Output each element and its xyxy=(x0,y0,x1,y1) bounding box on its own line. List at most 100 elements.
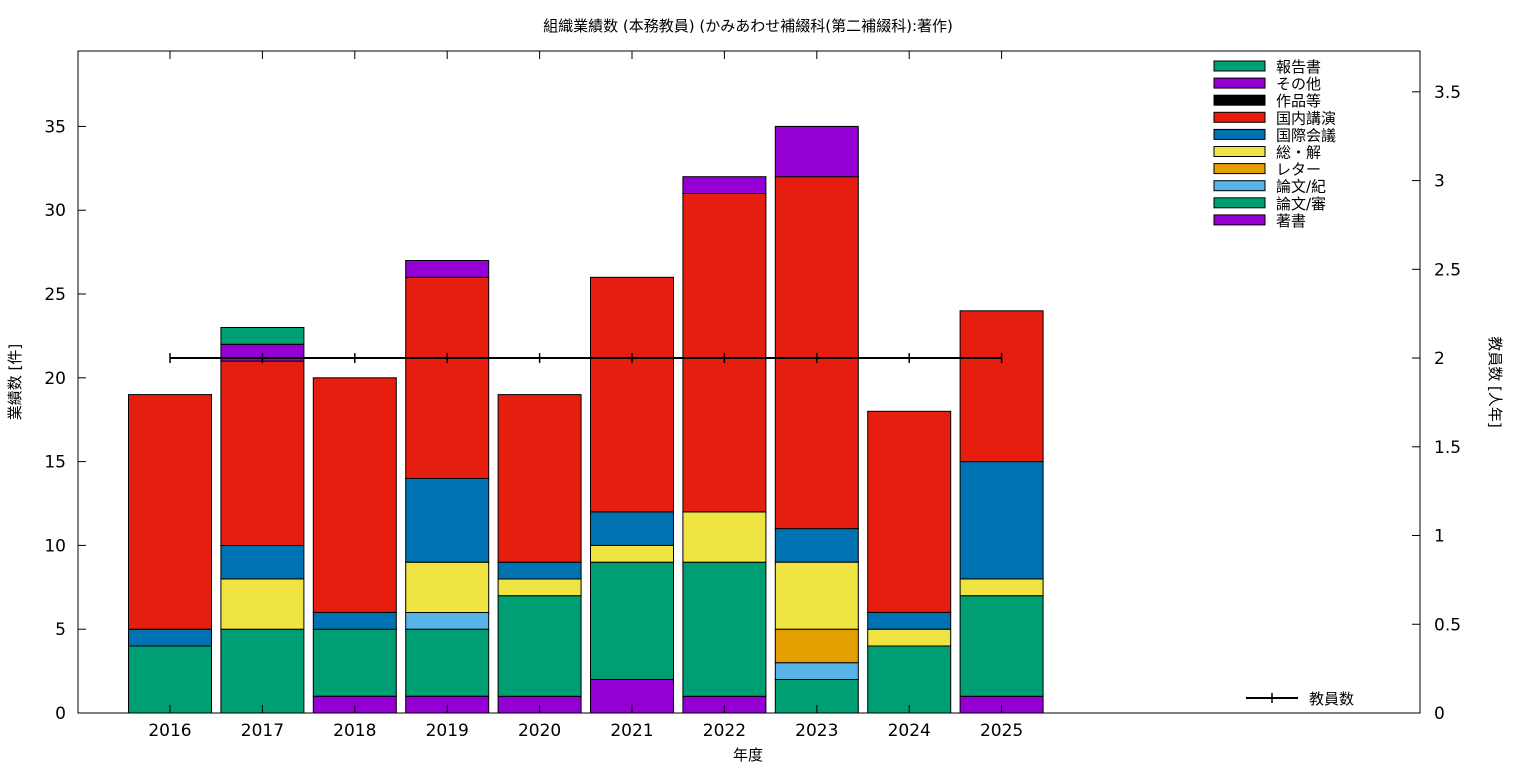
x-tick-label-2022: 2022 xyxy=(703,721,746,741)
y2-tick-label-0: 0 xyxy=(1434,704,1445,724)
bar-segment-2024-1 xyxy=(867,645,952,714)
bar-segment-2021-4 xyxy=(590,544,674,563)
x-tick-label-2021: 2021 xyxy=(610,721,653,741)
bar-segment-2022-6 xyxy=(682,193,767,513)
y2-tick-label-2.5: 2.5 xyxy=(1434,260,1461,280)
bar-segment-2018-5 xyxy=(312,611,397,630)
y2-tick-label-1.5: 1.5 xyxy=(1434,438,1461,458)
bar-segment-2019-4 xyxy=(405,561,490,614)
legend-swatch-3 xyxy=(1213,111,1266,123)
y2-tick-label-0.5: 0.5 xyxy=(1434,615,1461,635)
x-tick-label-2025: 2025 xyxy=(980,721,1023,741)
legend-label-1: その他 xyxy=(1276,75,1321,93)
y2-tick-label-3.5: 3.5 xyxy=(1434,83,1461,103)
bar-segment-2016-5 xyxy=(128,628,212,647)
y-tick-label-15: 15 xyxy=(44,453,66,473)
bar-segment-2017-1 xyxy=(220,628,305,714)
y-tick-label-0: 0 xyxy=(55,704,66,724)
legend-swatch-1 xyxy=(1213,77,1266,89)
y-axis-label: 業績数 [件] xyxy=(6,344,24,420)
x-axis-label: 年度 xyxy=(733,746,763,764)
bar-segment-2017-6 xyxy=(220,360,305,546)
legend-swatch-9 xyxy=(1213,214,1266,226)
legend-swatch-7 xyxy=(1213,180,1266,192)
x-tick-label-2018: 2018 xyxy=(333,721,376,741)
bar-segment-2023-8 xyxy=(774,125,859,178)
bar-segment-2019-5 xyxy=(405,477,490,563)
bar-segment-2023-6 xyxy=(774,176,859,530)
bar-segment-2025-1 xyxy=(959,595,1044,697)
chart-title: 組織業績数 (本務教員) (かみあわせ補綴科(第二補綴科):著作) xyxy=(543,17,953,35)
bar-segment-2020-4 xyxy=(497,578,582,597)
teacher-count-line xyxy=(169,353,1003,364)
legend-label-9: 著書 xyxy=(1276,212,1306,230)
legend-line-label: 教員数 xyxy=(1309,690,1354,708)
y2-tick-label-2: 2 xyxy=(1434,349,1445,369)
bar-segment-2019-8 xyxy=(405,260,490,278)
legend-swatch-4 xyxy=(1213,128,1266,140)
y2-axis-label: 教員数 [人年] xyxy=(1486,336,1504,427)
bar-segment-2018-6 xyxy=(312,377,397,613)
bar-segment-2020-1 xyxy=(497,595,582,697)
bar-segment-2021-1 xyxy=(590,561,674,681)
legend-swatch-5 xyxy=(1213,146,1266,157)
bar-segment-2023-5 xyxy=(774,528,859,563)
bars-layer xyxy=(128,125,1044,714)
y2-tick-label-3: 3 xyxy=(1434,172,1445,192)
bar-segment-2023-4 xyxy=(774,561,859,630)
bar-segment-2021-6 xyxy=(590,276,674,513)
bar-segment-2016-6 xyxy=(128,394,212,630)
legend-label-8: 論文/審 xyxy=(1276,195,1326,213)
bar-segment-2019-2 xyxy=(405,611,490,630)
x-tick-label-2017: 2017 xyxy=(241,721,284,741)
bar-segment-2020-6 xyxy=(497,394,582,563)
bar-segment-2022-8 xyxy=(682,176,767,194)
bar-segment-2017-4 xyxy=(220,578,305,630)
bar-segment-2022-4 xyxy=(682,511,767,563)
bar-segment-2023-2 xyxy=(774,662,859,681)
y-tick-label-30: 30 xyxy=(44,201,66,221)
bar-segment-2023-3 xyxy=(774,628,859,664)
legend-label-3: 国内講演 xyxy=(1276,109,1336,127)
bar-segment-2025-6 xyxy=(959,310,1044,463)
bar-segment-2024-6 xyxy=(867,410,952,613)
y-tick-label-20: 20 xyxy=(44,369,66,389)
legend-label-6: レター xyxy=(1276,161,1321,179)
bar-segment-2021-5 xyxy=(590,511,674,546)
bar-segment-2019-6 xyxy=(405,276,490,479)
legend-swatch-8 xyxy=(1213,197,1266,209)
legend-swatch-0 xyxy=(1213,60,1266,72)
bar-segment-2025-4 xyxy=(959,578,1044,597)
y-tick-label-25: 25 xyxy=(44,285,66,305)
legend-label-5: 総・解 xyxy=(1276,144,1321,162)
legend-swatch-2 xyxy=(1213,94,1266,106)
x-tick-label-2023: 2023 xyxy=(795,721,838,741)
y-tick-label-35: 35 xyxy=(44,117,66,137)
bar-segment-2017-5 xyxy=(220,544,305,580)
legend-label-0: 報告書 xyxy=(1276,58,1321,76)
y-tick-label-5: 5 xyxy=(55,620,66,640)
y2-tick-label-1: 1 xyxy=(1434,527,1445,547)
legend-label-7: 論文/紀 xyxy=(1276,178,1326,196)
bar-segment-2016-1 xyxy=(128,645,212,714)
x-tick-label-2020: 2020 xyxy=(518,721,561,741)
legend-swatch-6 xyxy=(1213,163,1266,175)
legend-label-4: 国際会議 xyxy=(1276,126,1336,144)
bar-segment-2019-1 xyxy=(405,628,490,697)
bar-segment-2024-4 xyxy=(867,628,952,647)
y-tick-label-10: 10 xyxy=(44,536,66,556)
x-tick-label-2019: 2019 xyxy=(426,721,469,741)
bar-segment-2022-1 xyxy=(682,561,767,697)
x-tick-label-2016: 2016 xyxy=(148,721,191,741)
bar-segment-2025-5 xyxy=(959,461,1044,580)
bar-segment-2024-5 xyxy=(867,611,952,630)
bar-segment-2018-1 xyxy=(312,628,397,697)
bar-segment-2017-9 xyxy=(220,327,305,345)
x-tick-label-2024: 2024 xyxy=(888,721,931,741)
bar-segment-2020-5 xyxy=(497,561,582,580)
legend-label-2: 作品等 xyxy=(1276,92,1321,110)
plot-frame xyxy=(77,50,1421,714)
